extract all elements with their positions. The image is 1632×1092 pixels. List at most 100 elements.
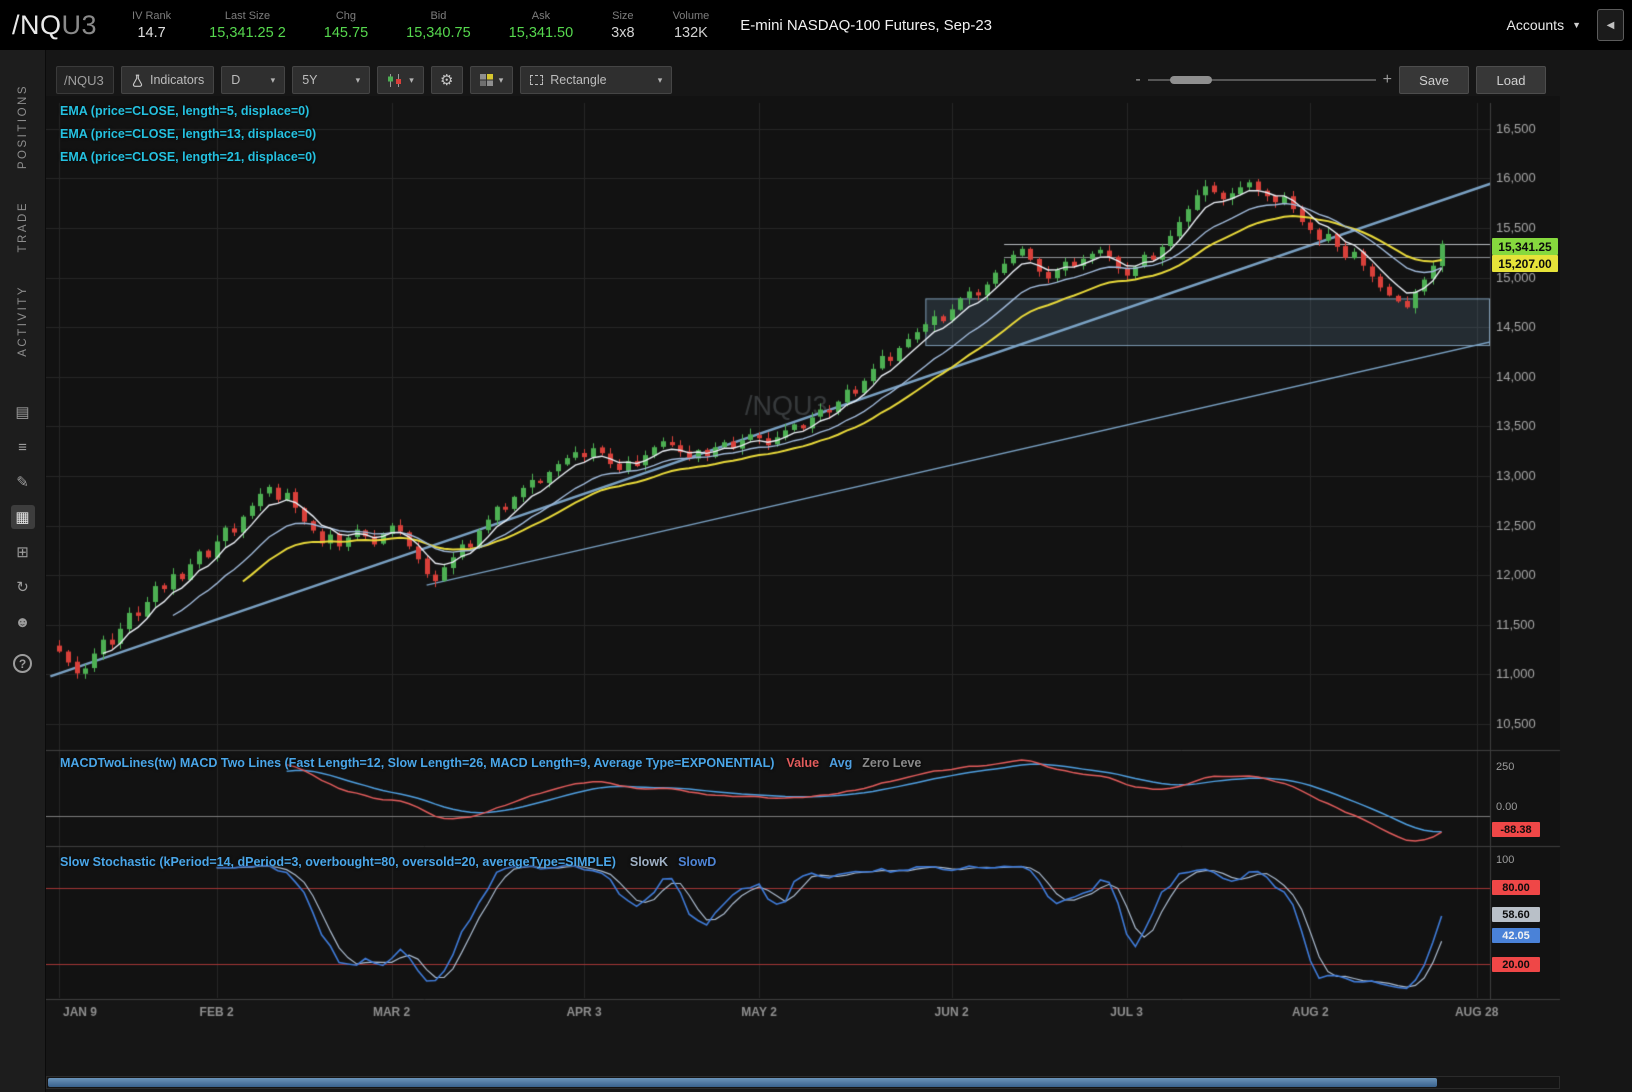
symbol-input[interactable]: /NQU3	[56, 66, 114, 94]
history-icon[interactable]: ↻	[16, 579, 29, 597]
indicators-button[interactable]: Indicators	[121, 66, 215, 94]
stat-volume: Volume 132K	[654, 0, 729, 50]
stat-size: Size 3x8	[592, 0, 653, 50]
stat-label: Last Size	[224, 9, 271, 22]
stat-last-size: Last Size 15,341.25 2	[190, 0, 305, 50]
trade-ticket-icon[interactable]: ✎	[16, 474, 29, 492]
stat-bid: Bid 15,340.75	[387, 0, 490, 50]
aggregation-value: D	[231, 73, 241, 87]
stat-value: 14.7	[137, 24, 166, 41]
stat-label: IV Rank	[132, 9, 172, 22]
chart-icon[interactable]: ▦	[10, 505, 35, 530]
study-label-ema-5[interactable]: EMA (price=CLOSE, length=5, displace=0)	[60, 104, 310, 118]
chevron-down-icon: ▾	[270, 74, 276, 85]
chart-type-dropdown[interactable]: ▾	[377, 66, 424, 94]
left-sidebar: POSITIONS TRADE ACTIVITY ▤ ≡ ✎ ▦ ⊞ ↻ ☻?	[0, 50, 46, 1092]
aggregation-dropdown[interactable]: D ▾	[221, 66, 286, 94]
ema-study-labels: EMA (price=CLOSE, length=5, displace=0) …	[60, 104, 316, 173]
macd-legend-value: Value	[786, 756, 820, 770]
header-stats: IV Rank 14.7 Last Size 15,341.25 2 Chg 145.75…	[113, 0, 728, 50]
header: /NQ U3 IV Rank 14.7 Last Size 15,341.25 2 Chg…	[0, 0, 1632, 50]
chevron-down-icon: ▼	[1572, 20, 1581, 30]
stat-label: Chg	[335, 9, 357, 22]
watchlist-icon[interactable]: ≡	[18, 438, 27, 456]
load-button[interactable]: Load	[1476, 66, 1546, 94]
macd-study-label: MACDTwoLines(tw) MACD Two Lines (Fast Le…	[60, 756, 921, 770]
instrument-title: E-mini NASDAQ-100 Futures, Sep-23	[740, 16, 993, 34]
chevron-down-icon: ▾	[498, 74, 504, 85]
macd-axis-label-250: 250	[1496, 761, 1515, 773]
range-dropdown[interactable]: 5Y ▾	[292, 66, 371, 94]
stat-chg: Chg 145.75	[305, 0, 387, 50]
study-label-ema-13[interactable]: EMA (price=CLOSE, length=13, displace=0)	[60, 127, 317, 141]
macd-legend-zero: Zero Leve	[862, 756, 922, 770]
marker-price-badge: 15,207.00	[1492, 255, 1558, 272]
stat-value: 132K	[673, 24, 708, 41]
stoch-title[interactable]: Slow Stochastic (kPeriod=14, dPeriod=3, …	[60, 855, 616, 869]
last-price-badge: 15,341.25	[1492, 238, 1558, 255]
macd-value-badge: -88.38	[1492, 822, 1540, 837]
zoom-out-button[interactable]: -	[1135, 66, 1140, 94]
zoom-in-button[interactable]: +	[1383, 66, 1392, 94]
range-value: 5Y	[302, 73, 318, 87]
help-icon[interactable]: ?	[13, 654, 32, 674]
macd-title[interactable]: MACDTwoLines(tw) MACD Two Lines (Fast Le…	[60, 756, 775, 770]
drawing-tool-dropdown[interactable]: Rectangle ▾	[520, 66, 673, 94]
zoom-slider-track	[1147, 79, 1376, 81]
chart-toolbar: /NQU3 Indicators D ▾ 5Y ▾ ▾ ⚙ ▾ Rectangl…	[46, 50, 1632, 102]
chevron-down-icon: ▾	[409, 74, 414, 85]
stat-value: 15,340.75	[406, 24, 471, 41]
chevron-down-icon: ▾	[355, 74, 361, 85]
stat-value: 15,341.50	[508, 24, 574, 41]
rectangle-tool-icon	[530, 75, 544, 85]
zoom-slider-handle[interactable]	[1169, 76, 1212, 84]
header-spacer	[992, 0, 1506, 50]
gear-icon: ⚙	[440, 72, 454, 89]
stat-label: Ask	[531, 9, 551, 22]
stat-label: Size	[612, 9, 634, 22]
stat-label: Bid	[430, 9, 447, 22]
stat-iv-rank: IV Rank 14.7	[113, 0, 190, 50]
sidebar-tab-trade[interactable]: TRADE	[16, 201, 29, 253]
stoch-overbought-badge: 80.00	[1492, 880, 1540, 895]
sidebar-tab-activity[interactable]: ACTIVITY	[16, 284, 29, 357]
sidebar-icons: ▤ ≡ ✎ ▦ ⊞ ↻ ☻?	[10, 400, 35, 674]
accounts-menu[interactable]: Accounts ▼	[1506, 17, 1581, 33]
drawing-tool-value: Rectangle	[550, 73, 607, 87]
stat-value: 3x8	[611, 24, 635, 41]
stoch-oversold-badge: 20.00	[1492, 957, 1540, 972]
candlestick-icon	[388, 73, 402, 87]
stat-value: 15,341.25 2	[209, 24, 286, 41]
sidebar-tabs: POSITIONS TRADE ACTIVITY	[17, 84, 29, 388]
symbol-root: /NQ	[12, 9, 62, 40]
stoch-axis-label-100: 100	[1496, 854, 1515, 866]
grid-layout-icon[interactable]: ⊞	[16, 544, 29, 562]
grid-layout-dropdown[interactable]: ▾	[469, 66, 514, 94]
stoch-study-label: Slow Stochastic (kPeriod=14, dPeriod=3, …	[60, 855, 716, 869]
grid-layout-icon	[479, 74, 493, 86]
sidebar-tab-positions[interactable]: POSITIONS	[16, 84, 29, 170]
zoom-slider[interactable]	[1147, 66, 1376, 94]
calculator-icon[interactable]: ▤	[15, 404, 30, 422]
macd-legend-avg: Avg	[829, 756, 853, 770]
accounts-label: Accounts	[1506, 17, 1565, 33]
stoch-slowk-badge: 42.05	[1492, 928, 1540, 943]
collapse-panel-button[interactable]: ◀	[1597, 9, 1624, 41]
left-arrow-icon: ◀	[1606, 19, 1615, 31]
flask-icon	[132, 74, 143, 87]
share-users-icon[interactable]: ☻	[14, 613, 31, 631]
chart-settings-button[interactable]: ⚙	[430, 66, 463, 94]
study-label-ema-21[interactable]: EMA (price=CLOSE, length=21, displace=0)	[60, 150, 317, 164]
stat-ask: Ask 15,341.50	[490, 0, 593, 50]
save-button[interactable]: Save	[1399, 66, 1469, 94]
time-scrollbar[interactable]	[46, 1076, 1560, 1089]
chevron-down-icon: ▾	[657, 74, 663, 85]
stat-label: Volume	[672, 9, 710, 22]
stoch-legend-slowk: SlowK	[629, 855, 669, 869]
indicators-label: Indicators	[150, 73, 205, 87]
symbol-month: U3	[61, 9, 98, 40]
time-scrollbar-handle[interactable]	[48, 1078, 1437, 1087]
symbol-title: /NQ U3	[0, 0, 113, 50]
